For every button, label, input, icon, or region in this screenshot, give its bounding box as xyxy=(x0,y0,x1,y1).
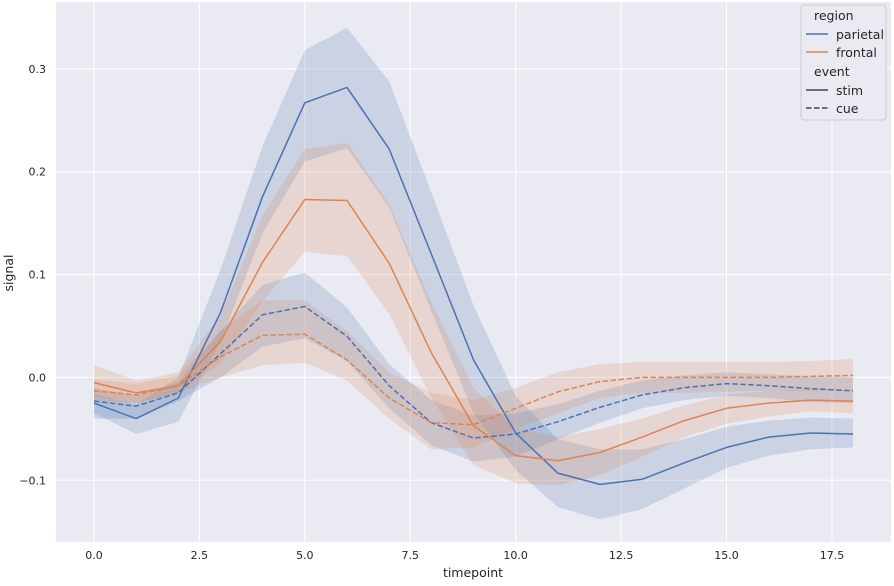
legend-label-stim: stim xyxy=(836,83,863,98)
x-tick-label: 10.0 xyxy=(503,549,528,562)
x-tick-label: 0.0 xyxy=(85,549,103,562)
band-parietal-cue xyxy=(94,272,853,462)
y-tick-label: 0.0 xyxy=(29,371,47,384)
x-tick-label: 5.0 xyxy=(296,549,314,562)
line-parietal-stim xyxy=(93,86,854,486)
series-lines xyxy=(93,86,854,486)
x-tick-label: 2.5 xyxy=(191,549,209,562)
legend-label-parietal: parietal xyxy=(836,27,884,42)
line-frontal-cue xyxy=(93,333,854,426)
line-frontal-stim xyxy=(93,198,854,462)
y-tick-label: 0.1 xyxy=(29,269,47,282)
x-tick-label: 15.0 xyxy=(714,549,739,562)
line-parietal-cue xyxy=(93,305,854,439)
band-frontal-cue xyxy=(94,300,853,450)
legend-title-region: region xyxy=(814,8,854,23)
legend-label-frontal: frontal xyxy=(836,45,877,60)
band-frontal-stim xyxy=(94,142,853,486)
y-tick-label: −0.1 xyxy=(19,474,46,487)
legend-label-cue: cue xyxy=(836,101,859,116)
x-tick-label: 17.5 xyxy=(820,549,845,562)
x-tick-label: 7.5 xyxy=(401,549,419,562)
y-tick-labels: −0.1 0.0 0.1 0.2 0.3 xyxy=(19,63,46,487)
y-axis-label: signal xyxy=(1,255,16,292)
y-tick-label: 0.2 xyxy=(29,166,47,179)
legend-title-event: event xyxy=(814,64,850,79)
x-axis-label: timepoint xyxy=(443,565,503,580)
legend: region parietal frontal event stim cue xyxy=(800,4,887,121)
x-tick-label: 12.5 xyxy=(609,549,634,562)
plot-background xyxy=(56,2,891,542)
x-tick-labels: 0.0 2.5 5.0 7.5 10.0 12.5 15.0 17.5 xyxy=(85,549,844,562)
y-tick-label: 0.3 xyxy=(29,63,47,76)
